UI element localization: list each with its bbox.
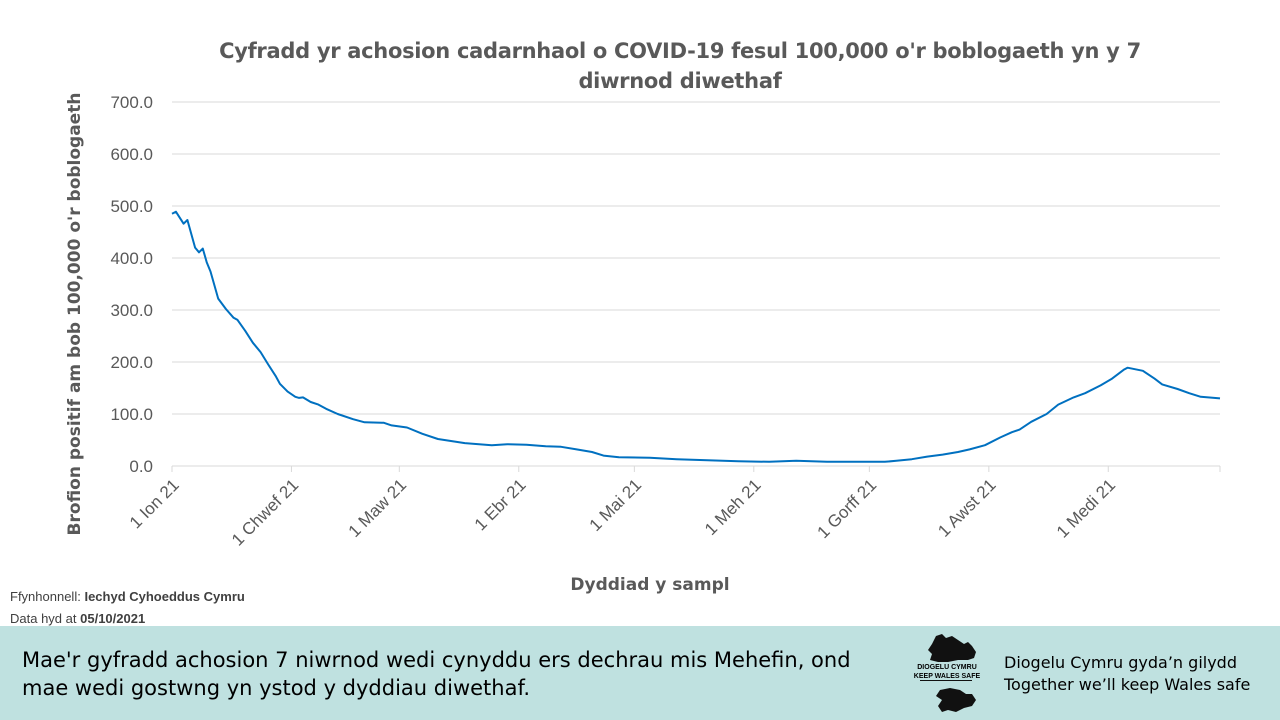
- y-tick-label: 500.0: [110, 197, 153, 216]
- y-axis-title: Brofion positif am bob 100,000 o'r boblo…: [65, 93, 85, 536]
- x-axis: [171, 465, 1221, 472]
- gridlines: [172, 101, 1220, 415]
- data-date-value: 05/10/2021: [80, 611, 146, 626]
- chart-title: Cyfradd yr achosion cadarnhaol o COVID-1…: [219, 39, 1141, 93]
- series-layer: [171, 210, 1221, 463]
- x-tick-labels: 1 Ion 21 1 Chwef 21 1 Maw 21 1 Ebr 21 1 Mai …: [126, 475, 1119, 549]
- x-tick-label: 1 Awst 21: [934, 475, 999, 540]
- source-label: Ffynhonnell:: [10, 589, 81, 604]
- x-tick-label: 1 Meh 21: [701, 475, 765, 539]
- source-note: Ffynhonnell: Iechyd Cyhoeddus Cymru Data…: [10, 586, 245, 630]
- banner-message: Mae'r gyfradd achosion 7 niwrnod wedi cy…: [22, 648, 851, 700]
- x-tick-label: 1 Ion 21: [126, 475, 183, 532]
- x-tick-label: 1 Chwef 21: [228, 475, 302, 549]
- y-tick-labels: 0.0 100.0 200.0 300.0 400.0 500.0 600.0 700.0: [110, 93, 153, 476]
- y-tick-label: 400.0: [110, 249, 153, 268]
- tagline-welsh: Diogelu Cymru gyda’n gilydd: [1004, 653, 1237, 672]
- series-line: [171, 210, 1221, 463]
- x-tick-label: 1 Gorff 21: [814, 475, 881, 542]
- footer-banner: Mae'r gyfradd achosion 7 niwrnod wedi cy…: [0, 626, 1280, 720]
- y-tick-label: 0.0: [129, 457, 153, 476]
- wales-map-logo-icon: [920, 634, 976, 712]
- logo-text-english: KEEP WALES SAFE: [913, 673, 981, 680]
- tagline-english: Together we’ll keep Wales safe: [1004, 675, 1251, 694]
- source-line: Ffynhonnell: Iechyd Cyhoeddus Cymru: [10, 586, 245, 608]
- x-tick-label: 1 Ebr 21: [471, 475, 530, 534]
- y-tick-label: 200.0: [110, 353, 153, 372]
- y-tick-label: 600.0: [110, 145, 153, 164]
- data-date-line: Data hyd at 05/10/2021: [10, 608, 245, 630]
- line-chart: 0.0 100.0 200.0 300.0 400.0 500.0 600.0 700.0 1…: [65, 93, 1221, 595]
- x-tick-label: 1 Mai 21: [586, 475, 646, 535]
- source-value: Iechyd Cyhoeddus Cymru: [84, 589, 245, 604]
- logo-text-welsh: DIOGELU CYMRU: [917, 664, 977, 671]
- y-tick-label: 100.0: [110, 405, 153, 424]
- data-date-label: Data hyd at: [10, 611, 77, 626]
- y-tick-label: 300.0: [110, 301, 153, 320]
- x-axis-title: Dyddiad y sampl: [570, 575, 729, 595]
- x-tick-label: 1 Medi 21: [1053, 475, 1119, 541]
- y-tick-label: 700.0: [110, 93, 153, 112]
- x-tick-label: 1 Maw 21: [345, 475, 411, 541]
- tagline: Diogelu Cymru gyda’n gilydd Together we’…: [1004, 652, 1250, 696]
